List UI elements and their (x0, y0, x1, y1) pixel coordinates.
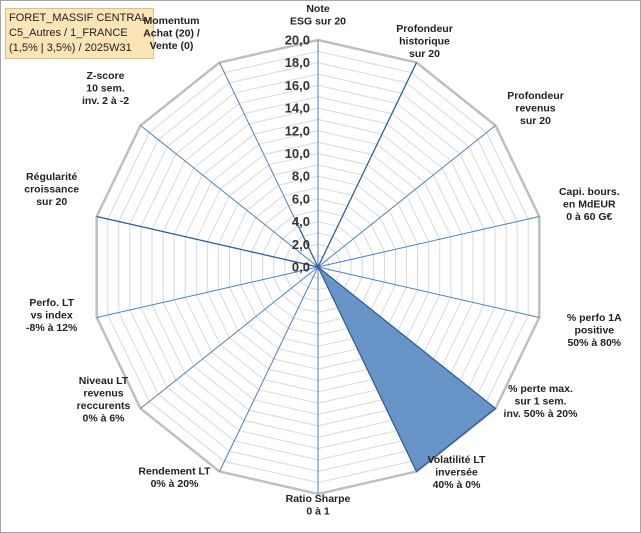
tick-label: 6,0 (292, 191, 310, 206)
axis-label: % perfo 1A positive 50% à 80% (567, 312, 622, 349)
axis-label-line: reccurents (77, 400, 131, 412)
axis-label-line: % perfo 1A (567, 312, 622, 324)
tick-label: 12,0 (285, 123, 310, 138)
axis-label: Profondeur revenus sur 20 (507, 90, 564, 127)
axis-label-line: Vente (0) (150, 40, 194, 52)
axis-label-line: Régularité (26, 171, 78, 183)
axis-label: Ratio Sharpe 0 à 1 (286, 493, 351, 518)
axis-label-line: Z-score (87, 70, 125, 82)
axis-label-line: croissance (24, 184, 79, 196)
axis-label: Profondeur historique sur 20 (396, 23, 453, 60)
data-series-area (96, 62, 497, 473)
axis-label-line: vs index (31, 310, 73, 322)
tick-label: 18,0 (285, 55, 310, 70)
axis-label-line: sur 1 sem. (515, 396, 567, 408)
axis-label-line: Niveau LT (79, 375, 129, 387)
axis-label-line: Profondeur (396, 23, 453, 35)
axis-label-line: Rendement LT (138, 465, 211, 477)
axis-label-line: sur 20 (36, 196, 67, 208)
tick-label: 10,0 (285, 146, 310, 161)
axis-spoke (317, 266, 540, 318)
axis-label-line: 0% à 20% (151, 478, 200, 490)
axis-label-line: Note (306, 3, 329, 15)
info-period: (1,5% | 3,5%) / 2025W31 (9, 42, 132, 54)
axis-label: % perte max. sur 1 sem. inv. 50% à 20% (504, 383, 579, 420)
axis-label-line: en MdEUR (563, 199, 616, 211)
axis-label: Perfo. LT vs index -8% à 12% (26, 297, 78, 334)
axis-label-line: sur 20 (520, 115, 551, 127)
axis-label-line: 0 à 60 G€ (566, 211, 612, 223)
axis-label-line: Profondeur (507, 90, 564, 102)
axis-label-line: Achat (20) / (143, 28, 200, 40)
axis-label-line: Perfo. LT (29, 297, 74, 309)
axis-spoke (140, 266, 319, 409)
axis-spoke (140, 125, 319, 268)
axis-label-line: 0 à 1 (306, 505, 330, 517)
axis-spoke (219, 266, 319, 472)
axis-label-line: Volatilité LT (428, 454, 487, 466)
tick-label: 8,0 (292, 169, 310, 184)
tick-label: 0,0 (292, 260, 310, 275)
axis-label-line: sur 20 (409, 48, 440, 60)
axis-label-line: % perte max. (508, 383, 573, 395)
info-title: FORET_MASSIF CENTRAL (9, 12, 148, 24)
axis-label-line: 50% à 80% (567, 337, 621, 349)
axis-label-line: 0% à 6% (82, 412, 125, 424)
axis-label-line: revenus (83, 387, 123, 399)
info-category: C5_Autres / 1_FRANCE (9, 27, 128, 39)
axis-label: Volatilité LT inversée 40% à 0% (428, 454, 487, 491)
axis-label-line: -8% à 12% (26, 322, 78, 334)
axis-label: Régularité croissance sur 20 (24, 171, 79, 208)
tick-label: 14,0 (285, 101, 310, 116)
axis-label: Rendement LT 0% à 20% (138, 465, 211, 490)
axis-label-line: Momentum (144, 15, 200, 27)
axis-label-line: positive (574, 325, 614, 337)
axis-spoke (317, 216, 540, 268)
info-box: FORET_MASSIF CENTRAL C5_Autres / 1_FRANC… (5, 8, 154, 59)
axis-label: Z-score 10 sem. inv. 2 à -2 (82, 70, 129, 107)
axis-label-line: ESG sur 20 (290, 15, 346, 27)
tick-label: 4,0 (292, 214, 310, 229)
axis-label-line: Ratio Sharpe (286, 493, 351, 505)
axis-label-line: inversée (435, 467, 478, 479)
axis-spoke (317, 125, 496, 268)
axis-label-line: 40% à 0% (433, 479, 482, 491)
tick-label: 20,0 (285, 33, 310, 48)
tick-label: 2,0 (292, 237, 310, 252)
axis-label-line: inv. 50% à 20% (504, 408, 579, 420)
axis-label: Note ESG sur 20 (290, 3, 346, 28)
axis-label: Momentum Achat (20) / Vente (0) (143, 15, 200, 52)
axis-label-line: inv. 2 à -2 (82, 95, 129, 107)
axis-spoke (96, 266, 319, 318)
axis-label-line: revenus (515, 103, 555, 115)
axis-label: Niveau LT revenus reccurents 0% à 6% (77, 375, 131, 425)
axis-label-line: Capi. bours. (559, 186, 620, 198)
axis-label-line: historique (399, 36, 450, 48)
axis-label: Capi. bours. en MdEUR 0 à 60 G€ (559, 186, 620, 223)
tick-label: 16,0 (285, 78, 310, 93)
axis-label-line: 10 sem. (86, 83, 125, 95)
